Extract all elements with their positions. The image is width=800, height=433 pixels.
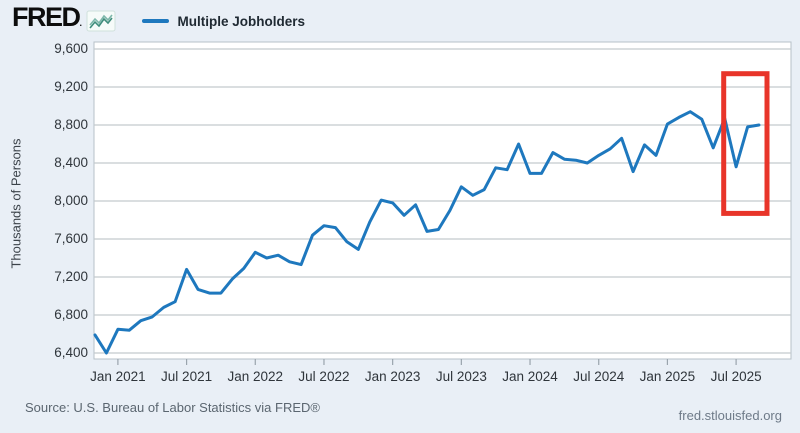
legend-line-swatch [141,19,169,23]
x-tick-label: Jan 2022 [227,369,284,384]
registered-mark-icon: . [79,18,83,28]
y-tick-label: 9,600 [54,41,88,56]
data-line [93,110,761,355]
x-tick-label: Jul 2023 [435,369,487,384]
chart-header: FRED. Multiple Jobholders [12,2,306,38]
legend-label: Multiple Jobholders [177,13,306,29]
x-tick-label: Jul 2021 [161,369,213,384]
y-tick-label: 7,600 [54,231,88,246]
x-tick-label: Jul 2022 [298,369,350,384]
x-tick-label: Jan 2025 [639,369,696,384]
x-tick-label: Jan 2024 [502,369,558,384]
source-note: Source: U.S. Bureau of Labor Statistics … [25,400,320,415]
y-tick-label: 7,200 [54,269,88,284]
highlight-box [721,71,770,216]
fred-logo[interactable]: FRED. [12,2,83,38]
x-tick-label: Jan 2021 [90,369,146,384]
y-tick-label: 9,200 [54,79,88,94]
y-tick-label: 8,000 [54,193,88,208]
y-tick-label: 8,800 [54,117,88,132]
legend: Multiple Jobholders [141,13,306,29]
site-link[interactable]: fred.stlouisfed.org [678,408,782,423]
x-tick-label: Jan 2023 [364,369,421,384]
x-tick-label: Jul 2025 [710,369,762,384]
x-tick-label: Jul 2024 [573,369,625,384]
fred-sparkline-icon [86,10,116,32]
y-axis-title: Thousands of Persons [8,138,24,269]
y-tick-label: 6,800 [54,307,88,322]
y-tick-label: 6,400 [54,345,88,360]
y-tick-label: 8,400 [54,155,88,170]
fred-logo-text: FRED [12,2,81,32]
